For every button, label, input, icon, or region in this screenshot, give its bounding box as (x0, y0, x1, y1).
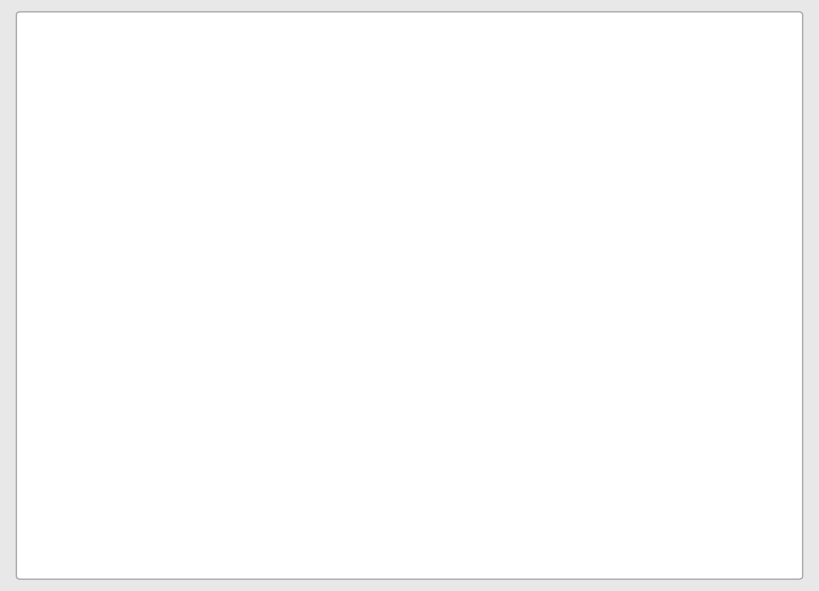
Text: The solution in implicit form is: The solution in implicit form is (45, 322, 371, 340)
Text: $=$: $=$ (360, 138, 385, 160)
Text: $\dfrac{dy}{dx}$: $\dfrac{dy}{dx}$ (300, 124, 331, 178)
Text: NOTE: Do not enter an arbitrary constant.: NOTE: Do not enter an arbitrary constant… (45, 228, 434, 245)
Text: $2x + 3xy^2$: $2x + 3xy^2$ (414, 181, 527, 213)
Text: where $C$ is an arbitrary constant.: where $C$ is an arbitrary constant. (45, 405, 395, 429)
Text: Solve the given differential equation.  All solutions should be found.: Solve the given differential equation. A… (45, 62, 767, 81)
Text: $3x^2 - 2y - y^3$: $3x^2 - 2y - y^3$ (394, 97, 548, 129)
FancyBboxPatch shape (360, 306, 741, 356)
Text: $= C$: $= C$ (752, 320, 802, 342)
